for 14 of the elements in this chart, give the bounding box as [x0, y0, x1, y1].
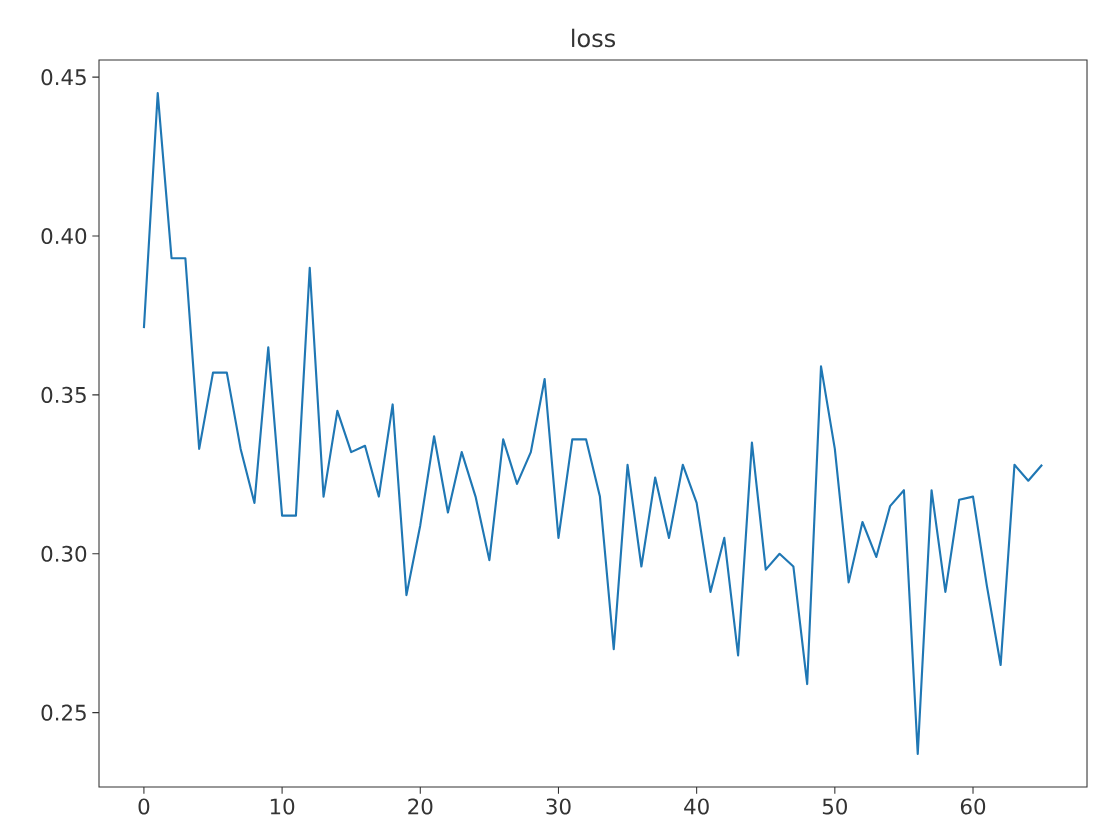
x-tick-label: 10	[270, 798, 295, 815]
y-tick-label: 0.35	[41, 386, 86, 403]
x-tick-label: 60	[960, 798, 986, 815]
chart-title: loss	[572, 28, 616, 48]
y-tick-label: 0.25	[41, 704, 86, 721]
y-tick-label: 0.45	[41, 69, 86, 86]
y-tick-label: 0.40	[41, 227, 87, 245]
x-tick-label: 20	[408, 798, 433, 815]
line-series	[142, 91, 1044, 756]
x-tick-label: 30	[546, 798, 571, 815]
x-tick-label: 40	[684, 798, 709, 815]
x-tick-label: 0	[138, 798, 150, 815]
y-tick-label: 0.30	[41, 545, 87, 562]
x-tick-label: 50	[822, 798, 847, 815]
